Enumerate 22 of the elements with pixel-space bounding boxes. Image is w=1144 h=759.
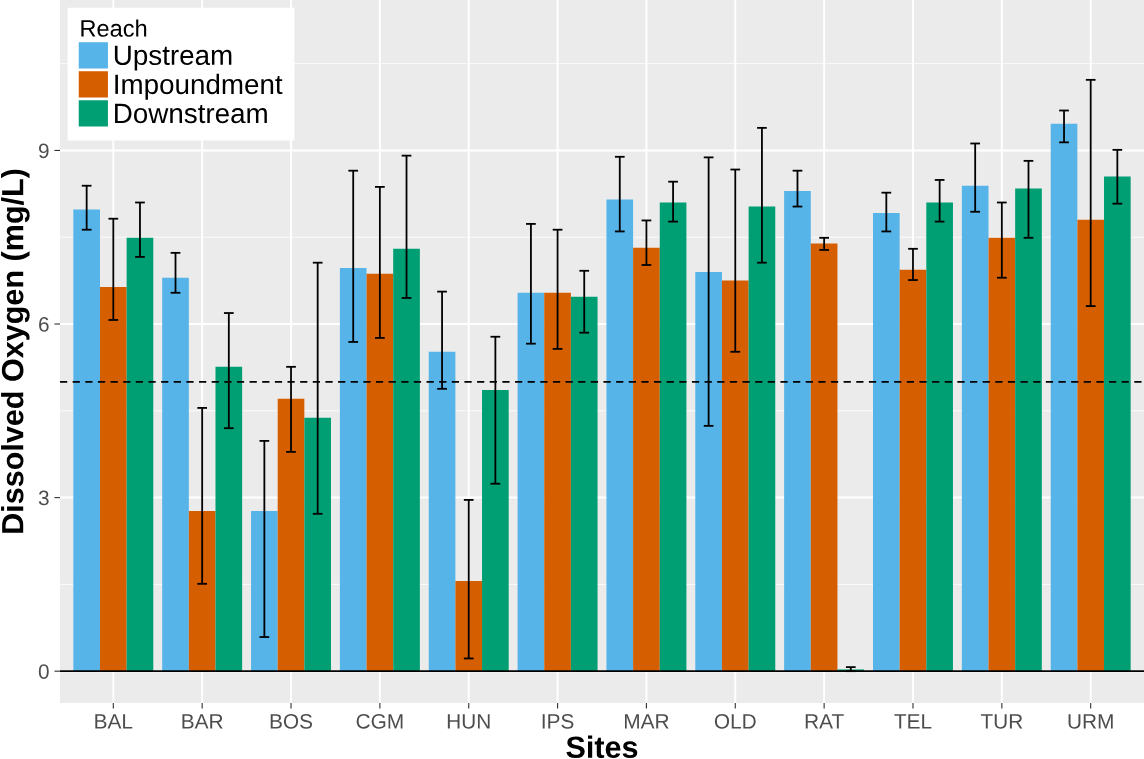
y-tick-label: 3 [38, 490, 49, 506]
x-tick-label: CGM [356, 713, 403, 729]
x-tick-label: BAL [95, 714, 133, 729]
y-tick-label: 0 [38, 664, 49, 679]
legend-label: Downstream [115, 103, 267, 124]
x-tick-label: IPS [542, 713, 574, 729]
x-tick-label: TUR [980, 714, 1023, 729]
x-tick-label: TEL [894, 714, 932, 729]
x-tick-label: OLD [714, 713, 756, 729]
y-axis-title: Dissolved Oxygen (mg/L) [1, 169, 30, 533]
legend-title: Reach [81, 19, 147, 37]
x-tick-label: RAT [805, 714, 844, 729]
x-tick-label: BAR [182, 714, 223, 729]
legend-label: Upstream [114, 45, 232, 71]
x-axis-title: Sites [566, 735, 638, 759]
x-tick-label: MAR [624, 714, 669, 729]
x-tick-label: HUN [447, 714, 490, 729]
y-tick-label: 6 [39, 317, 49, 332]
x-tick-label: BOS [270, 713, 313, 729]
x-tick-label: URM [1068, 714, 1113, 729]
legend-label: Impoundment [115, 73, 283, 100]
y-tick-label: 9 [38, 143, 49, 159]
